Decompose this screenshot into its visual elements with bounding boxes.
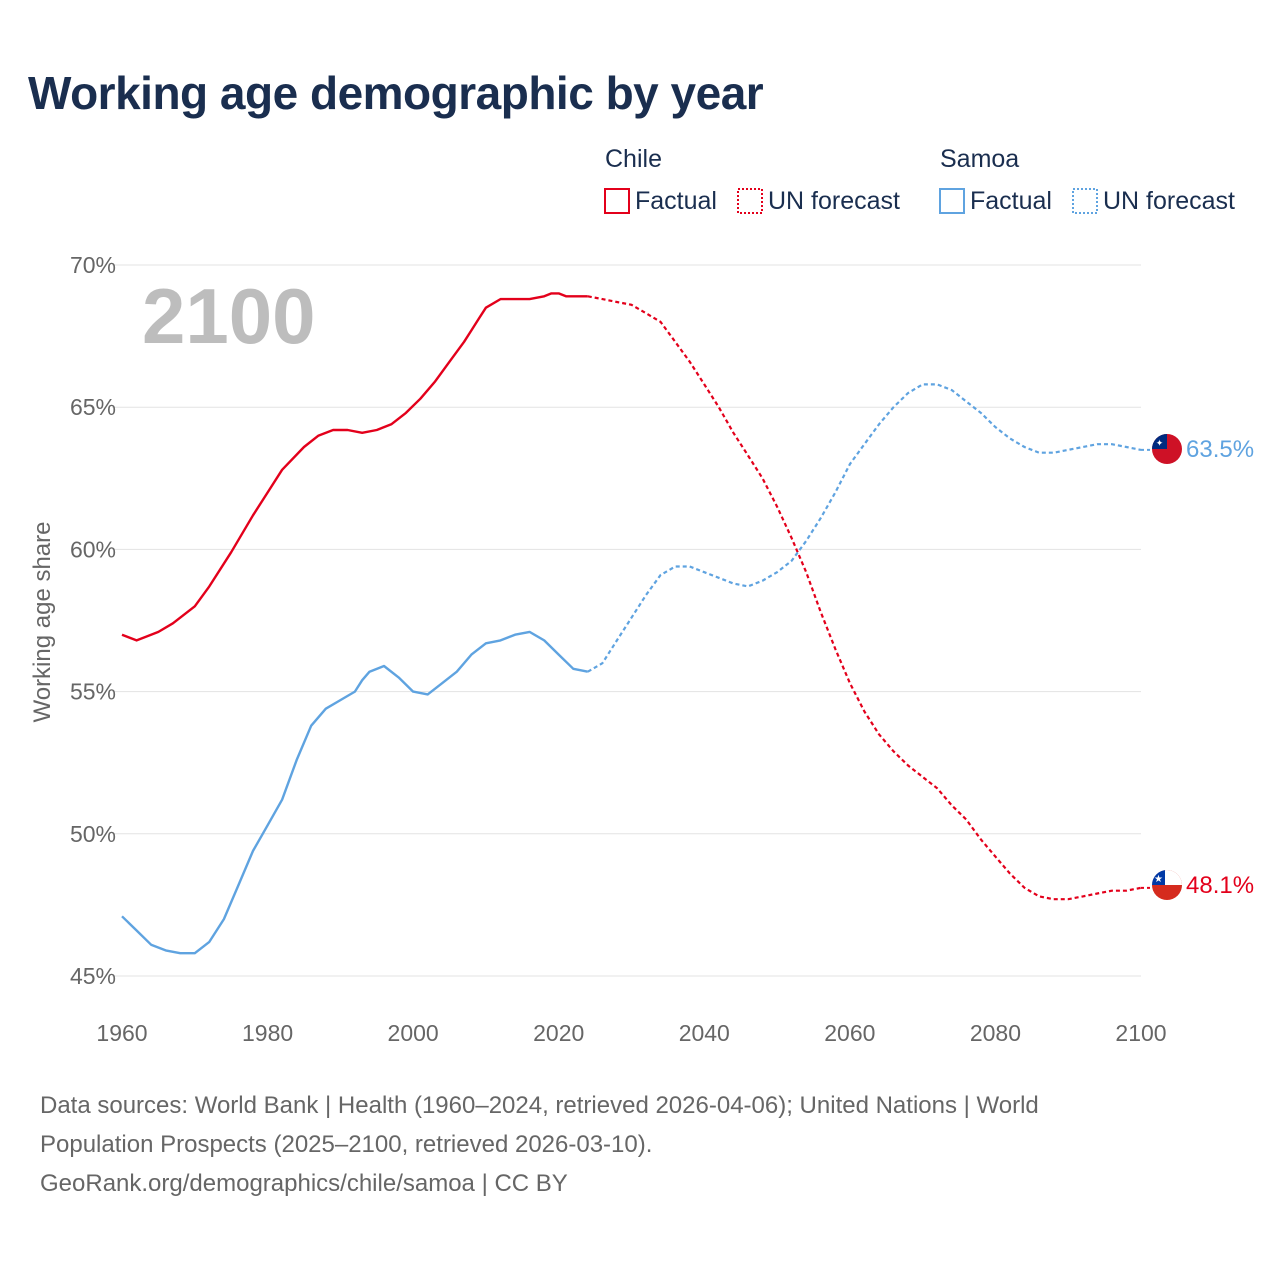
year-label: 2100	[142, 272, 316, 360]
line-chart: 45% 50% 55% 60% 65% 70% 1960 1980 2000 2020 2040 2…	[29, 145, 1254, 1046]
samoa-forecast-line	[587, 383, 1142, 673]
legend-swatch-chile-factual[interactable]	[604, 188, 630, 214]
source-line-3: GeoRank.org/demographics/chile/samoa | C…	[40, 1170, 568, 1197]
x-tick-label: 2080	[970, 1020, 1021, 1046]
y-tick-label: 55%	[70, 679, 116, 705]
y-axis-ticks: 45% 50% 55% 60% 65% 70%	[70, 252, 116, 989]
y-tick-label: 50%	[70, 821, 116, 847]
legend-label-samoa-factual[interactable]: Factual	[970, 187, 1052, 215]
x-tick-label: 2040	[679, 1020, 730, 1046]
x-tick-label: 1960	[96, 1020, 147, 1046]
y-axis-label: Working age share	[29, 522, 56, 723]
chile-factual-line	[121, 292, 588, 642]
legend-swatch-samoa-factual[interactable]	[939, 188, 965, 214]
svg-text:★: ★	[1154, 874, 1163, 885]
legend-swatch-chile-forecast[interactable]	[737, 188, 763, 214]
x-tick-label: 2000	[388, 1020, 439, 1046]
legend-label-samoa-forecast[interactable]: UN forecast	[1103, 187, 1235, 215]
legend[interactable]: Chile Factual UN forecast Samoa Factual UN fo…	[604, 145, 1235, 215]
y-tick-label: 70%	[70, 252, 116, 278]
samoa-factual-line	[121, 630, 589, 955]
svg-text:✦: ✦	[1156, 439, 1164, 449]
samoa-end-value-label: 63.5%	[1186, 436, 1254, 463]
chile-forecast-line	[587, 295, 1142, 901]
source-line-2: Population Prospects (2025–2100, retriev…	[40, 1131, 653, 1158]
legend-label-chile-forecast[interactable]: UN forecast	[768, 187, 900, 215]
chile-end-value-label: 48.1%	[1186, 872, 1254, 899]
legend-group-chile: Chile	[605, 145, 662, 173]
x-tick-label: 1980	[242, 1020, 293, 1046]
series-lines	[121, 292, 1151, 955]
legend-label-chile-factual[interactable]: Factual	[635, 187, 717, 215]
y-tick-label: 65%	[70, 394, 116, 420]
data-sources-note: Data sources: World Bank | Health (1960–…	[40, 1086, 1240, 1203]
x-tick-label: 2100	[1115, 1020, 1166, 1046]
gridlines	[112, 264, 1141, 977]
x-axis-ticks: 1960 1980 2000 2020 2040 2060 2080 2100	[96, 1020, 1166, 1046]
y-tick-label: 45%	[70, 963, 116, 989]
source-line-1: Data sources: World Bank | Health (1960–…	[40, 1092, 1039, 1119]
x-tick-label: 2060	[824, 1020, 875, 1046]
chart-title: Working age demographic by year	[28, 67, 764, 119]
samoa-flag-icon: ✦	[1152, 434, 1182, 464]
legend-group-samoa: Samoa	[940, 145, 1019, 173]
legend-swatch-samoa-forecast[interactable]	[1072, 188, 1098, 214]
chile-flag-icon: ★	[1152, 870, 1182, 900]
y-tick-label: 60%	[70, 536, 116, 562]
x-tick-label: 2020	[533, 1020, 584, 1046]
